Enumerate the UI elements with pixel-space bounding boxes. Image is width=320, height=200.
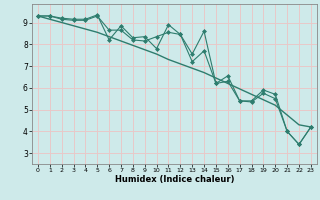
X-axis label: Humidex (Indice chaleur): Humidex (Indice chaleur)	[115, 175, 234, 184]
